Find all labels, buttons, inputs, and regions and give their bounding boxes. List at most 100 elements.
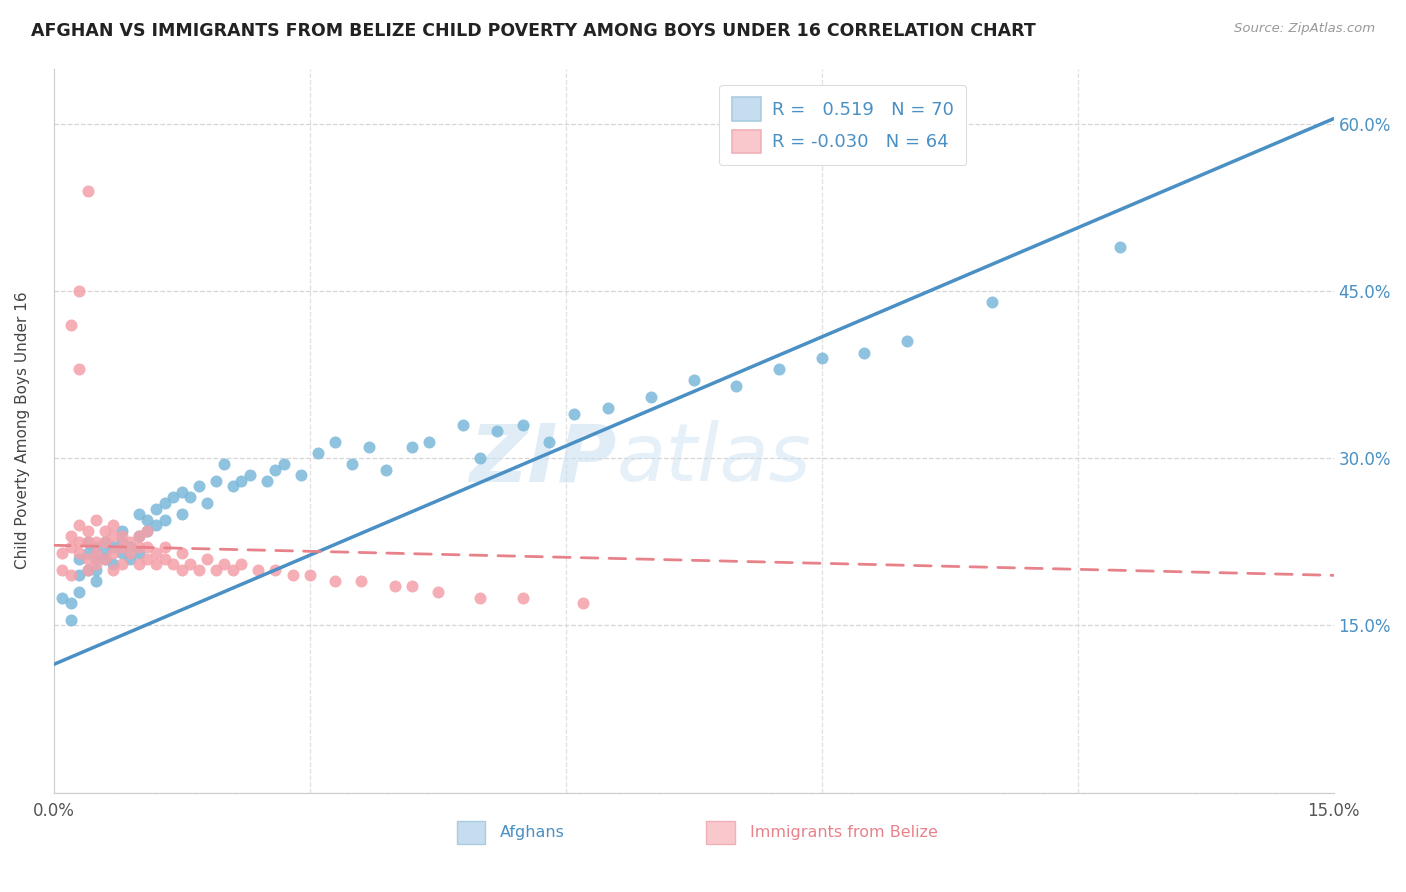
Point xyxy=(323,434,346,449)
Point xyxy=(264,563,287,577)
Point xyxy=(59,568,82,582)
Point xyxy=(359,440,381,454)
Point xyxy=(195,551,218,566)
Point xyxy=(59,529,82,543)
Point xyxy=(640,390,662,404)
Point xyxy=(981,295,1004,310)
Text: Immigrants from Belize: Immigrants from Belize xyxy=(749,825,938,840)
Point xyxy=(350,574,373,588)
Point xyxy=(94,551,117,566)
Point xyxy=(111,524,134,538)
Point xyxy=(153,551,176,566)
Point xyxy=(418,434,440,449)
Point xyxy=(170,507,193,521)
Point xyxy=(59,596,82,610)
Point xyxy=(512,417,534,432)
Point xyxy=(222,563,245,577)
Point xyxy=(76,184,98,198)
Point xyxy=(170,484,193,499)
Point xyxy=(103,563,125,577)
Point xyxy=(153,513,176,527)
Point xyxy=(187,479,209,493)
Text: ZIP: ZIP xyxy=(470,420,617,499)
Point xyxy=(401,579,423,593)
Point xyxy=(375,462,398,476)
Point xyxy=(136,551,159,566)
Point xyxy=(136,524,159,538)
Point xyxy=(153,496,176,510)
Point xyxy=(290,468,312,483)
Point xyxy=(111,529,134,543)
Point xyxy=(470,591,492,605)
Point xyxy=(222,479,245,493)
Point xyxy=(103,541,125,555)
Point xyxy=(111,535,134,549)
Point xyxy=(103,518,125,533)
Point xyxy=(128,558,150,572)
Point xyxy=(187,563,209,577)
Point xyxy=(84,574,107,588)
Point xyxy=(853,345,876,359)
Point xyxy=(136,524,159,538)
Point xyxy=(76,563,98,577)
Point xyxy=(120,541,142,555)
Point xyxy=(67,546,90,560)
Point xyxy=(76,551,98,566)
Point xyxy=(247,563,270,577)
Point xyxy=(67,535,90,549)
Point xyxy=(342,457,364,471)
Point xyxy=(128,507,150,521)
Point xyxy=(768,362,790,376)
FancyBboxPatch shape xyxy=(706,821,734,844)
Point xyxy=(76,535,98,549)
Point xyxy=(84,541,107,555)
Point xyxy=(179,558,201,572)
Text: Afghans: Afghans xyxy=(501,825,565,840)
Point xyxy=(204,474,226,488)
Point xyxy=(145,501,167,516)
Point xyxy=(120,551,142,566)
Point xyxy=(571,596,593,610)
Point xyxy=(153,541,176,555)
Point xyxy=(84,558,107,572)
Point xyxy=(128,546,150,560)
Point xyxy=(111,558,134,572)
Point xyxy=(59,318,82,332)
Point xyxy=(111,541,134,555)
Point xyxy=(298,568,321,582)
Point xyxy=(170,546,193,560)
Point xyxy=(67,518,90,533)
Point xyxy=(214,558,236,572)
Point xyxy=(84,551,107,566)
Point xyxy=(512,591,534,605)
Point xyxy=(162,491,184,505)
Point xyxy=(195,496,218,510)
Point xyxy=(323,574,346,588)
Point xyxy=(256,474,278,488)
Point xyxy=(273,457,295,471)
Point xyxy=(136,541,159,555)
Point xyxy=(67,285,90,299)
Point xyxy=(231,474,253,488)
Point xyxy=(76,563,98,577)
Point xyxy=(537,434,560,449)
Point xyxy=(111,546,134,560)
Point xyxy=(239,468,262,483)
Point xyxy=(59,541,82,555)
Point xyxy=(94,535,117,549)
Point xyxy=(145,546,167,560)
Point xyxy=(264,462,287,476)
Point xyxy=(598,401,620,416)
FancyBboxPatch shape xyxy=(457,821,485,844)
Point xyxy=(76,535,98,549)
Point xyxy=(84,513,107,527)
Point xyxy=(67,568,90,582)
Point xyxy=(94,524,117,538)
Point xyxy=(307,446,329,460)
Point xyxy=(51,563,73,577)
Point xyxy=(896,334,918,349)
Point xyxy=(204,563,226,577)
Point xyxy=(84,535,107,549)
Point xyxy=(76,546,98,560)
Point xyxy=(179,491,201,505)
